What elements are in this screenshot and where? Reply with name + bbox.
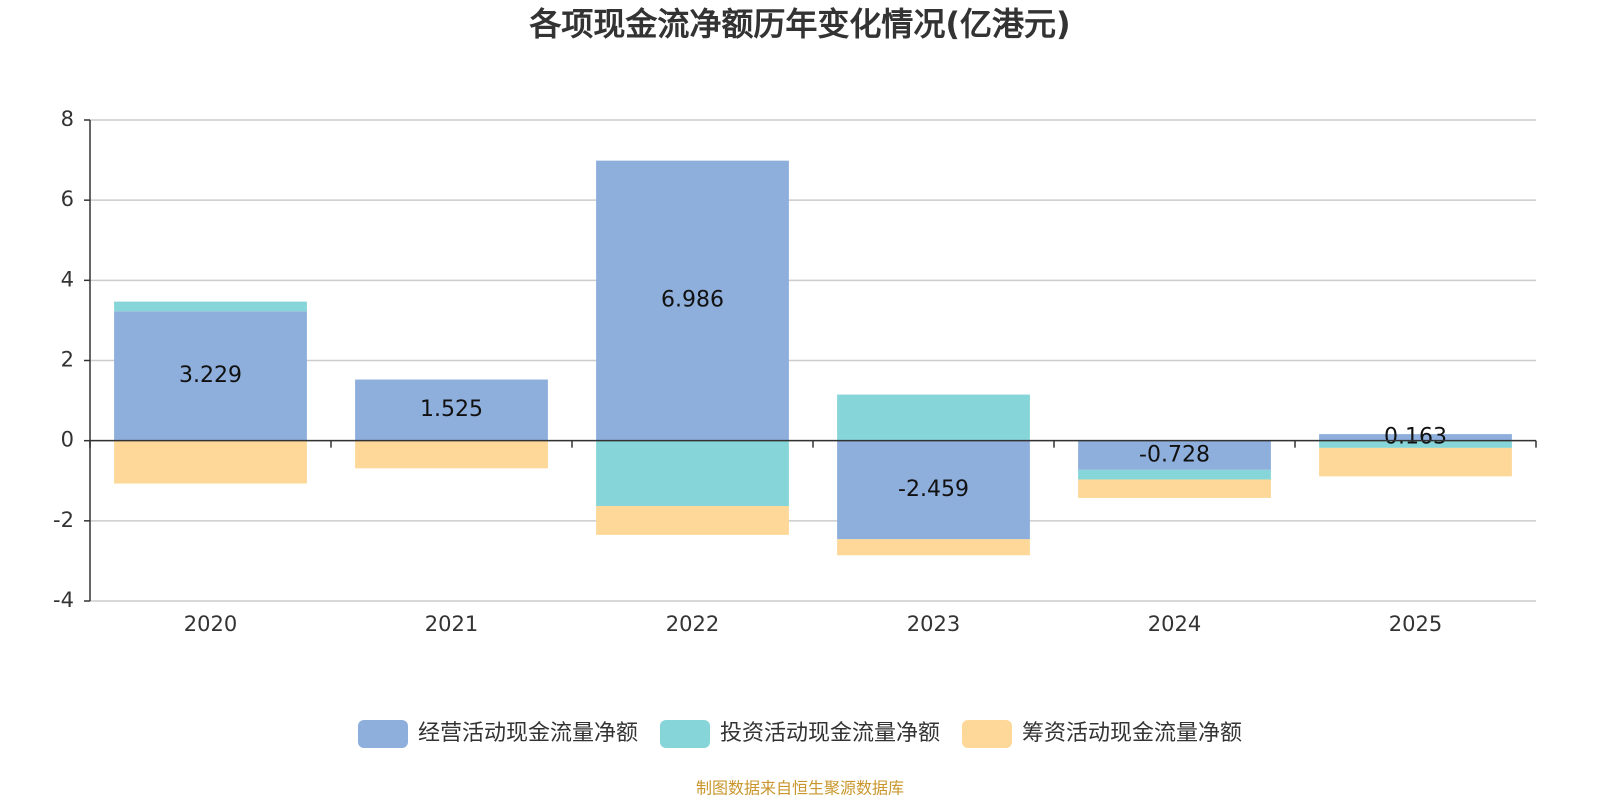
y-tick-label: 4 [61,267,74,291]
y-tick-label: 2 [61,348,74,372]
y-tick-label: -4 [53,588,74,612]
legend-swatch [659,720,710,748]
x-tick-label: 2022 [666,612,719,636]
legend-label: 投资活动现金流量净额 [720,721,940,746]
legend-swatch [357,720,408,748]
bar [1319,434,1512,441]
bar [355,379,548,441]
bar [837,539,1030,556]
y-tick-label: -2 [53,508,74,532]
bar [596,506,789,535]
source-note: 制图数据来自恒生聚源数据库 [696,779,904,798]
bar [837,394,1030,441]
x-tick-label: 2025 [1389,612,1442,636]
data-label: -2.459 [898,477,969,502]
y-tick-label: 8 [61,107,74,131]
data-label: 0.163 [1384,424,1447,449]
x-tick-label: 2023 [907,612,960,636]
legend-label: 经营活动现金流量净额 [418,721,638,746]
data-label: 3.229 [179,363,242,388]
data-label: -0.728 [1139,442,1210,467]
y-tick-label: 0 [61,428,74,452]
bar [1078,479,1271,498]
bar [1319,447,1512,477]
x-tick-label: 2021 [425,612,478,636]
legend: 经营活动现金流量净额 投资活动现金流量净额 筹资活动现金流量净额 [357,720,1242,748]
bar [1319,440,1512,448]
bar [114,311,307,441]
x-tick-label: 2020 [184,612,237,636]
y-tick-label: 6 [61,187,74,211]
bar [596,160,789,441]
bar [114,301,307,312]
bar [114,440,307,484]
bar [596,440,789,507]
bar [1078,440,1271,470]
bar [355,440,548,469]
data-label: 6.986 [661,288,724,313]
legend-label: 筹资活动现金流量净额 [1022,721,1242,746]
bar [1078,469,1271,480]
data-label: 1.525 [420,397,483,422]
legend-swatch [962,720,1013,748]
bar [837,440,1030,540]
chart-title: 各项现金流净额历年变化情况(亿港元) [529,5,1070,43]
x-tick-label: 2024 [1148,612,1201,636]
